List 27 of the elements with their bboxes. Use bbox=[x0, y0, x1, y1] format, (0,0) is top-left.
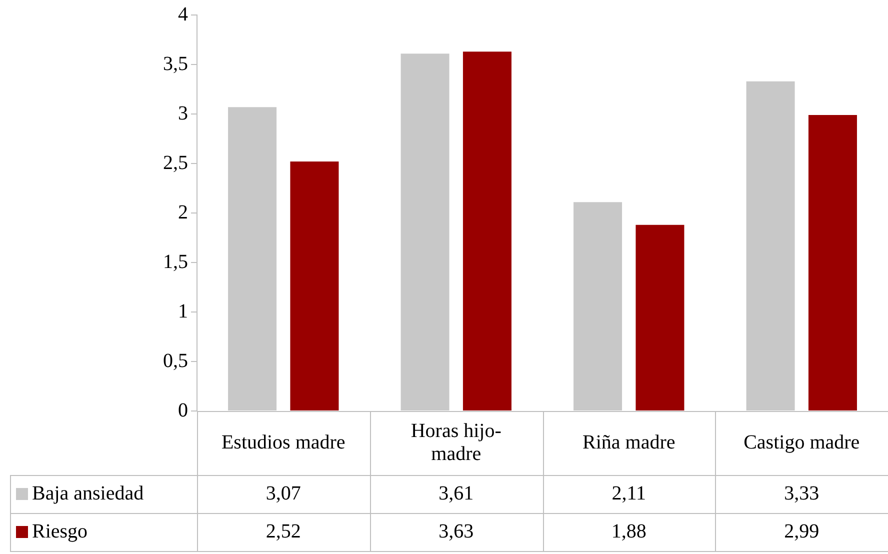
bar bbox=[290, 162, 339, 410]
x-tick-label: Riña madre bbox=[582, 431, 676, 454]
data-label: 3,63 bbox=[438, 520, 474, 542]
x-tick-label: Castigo madre bbox=[744, 431, 860, 454]
data-label: 3,61 bbox=[438, 482, 474, 504]
bar bbox=[636, 224, 684, 410]
bar bbox=[808, 114, 857, 410]
data-label: 1,88 bbox=[611, 520, 646, 542]
y-tick-label: 4 bbox=[178, 3, 188, 26]
data-label: 2,11 bbox=[612, 482, 646, 504]
x-tick-label: Horas hijo-madre bbox=[410, 420, 502, 465]
y-tick-label: 2,5 bbox=[163, 152, 188, 174]
legend-label: Riesgo bbox=[32, 520, 88, 542]
y-tick-label: 0,5 bbox=[163, 350, 188, 372]
data-label: 2,99 bbox=[784, 520, 820, 542]
data-label: 3,33 bbox=[784, 482, 820, 504]
y-tick-label: 1,5 bbox=[163, 250, 188, 273]
legend-label: Baja ansiedad bbox=[32, 482, 144, 504]
y-tick-label: 2 bbox=[178, 201, 188, 224]
x-tick-label: Estudios madre bbox=[221, 431, 346, 454]
bar bbox=[462, 52, 512, 410]
y-tick-label: 3,5 bbox=[163, 52, 188, 75]
data-label: 2,52 bbox=[266, 520, 301, 542]
data-label: 3,07 bbox=[266, 482, 301, 504]
y-tick-label: 1 bbox=[178, 300, 188, 322]
y-tick-label: 0 bbox=[178, 399, 188, 422]
y-tick-label: 3 bbox=[178, 102, 188, 124]
